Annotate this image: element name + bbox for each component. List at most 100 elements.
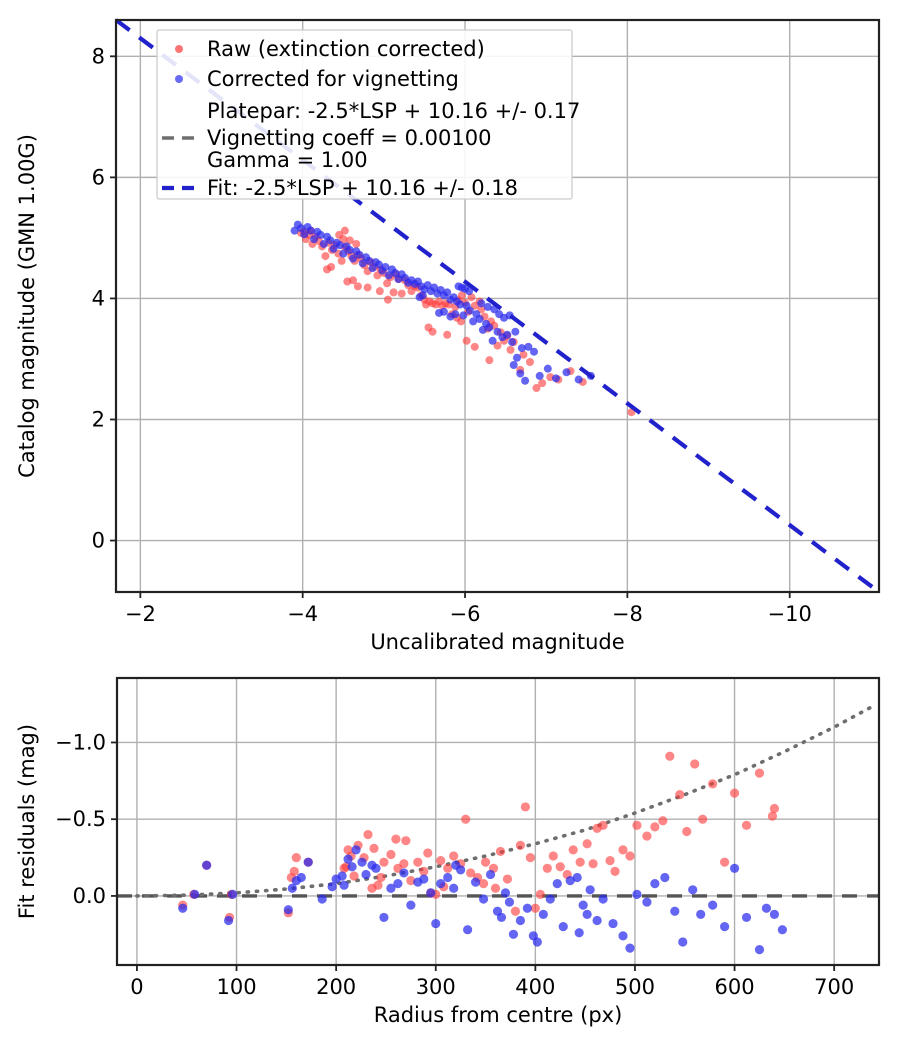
scatter-point-corrected	[419, 874, 429, 884]
x-axis-title: Radius from centre (px)	[374, 1003, 623, 1027]
scatter-point-raw	[369, 843, 379, 853]
x-tick-label: 0	[130, 975, 143, 999]
scatter-point-raw	[462, 336, 471, 345]
scatter-point-corrected	[761, 903, 772, 913]
scatter-point-corrected	[190, 889, 200, 900]
scatter-point-raw	[605, 856, 615, 866]
legend-box	[156, 29, 573, 200]
legend-marker-dot	[175, 75, 183, 83]
scatter-point-corrected	[500, 888, 511, 898]
scatter-point-raw	[495, 846, 506, 857]
scatter-point-corrected	[521, 376, 530, 385]
scatter-point-raw	[373, 880, 383, 890]
scatter-point-corrected	[362, 253, 371, 262]
scatter-point-corrected	[463, 925, 473, 935]
scatter-point-raw	[632, 820, 642, 830]
legend-marker-dot	[175, 45, 183, 53]
y-axis-title: Fit residuals (mag)	[15, 724, 39, 919]
scatter-point-corrected	[708, 900, 718, 910]
axes-frame	[114, 18, 881, 594]
scatter-point-corrected	[406, 900, 416, 910]
scatter-point-corrected	[632, 889, 642, 900]
scatter-point-corrected	[379, 912, 389, 923]
scatter-point-raw	[754, 768, 765, 778]
scatter-point-corrected	[538, 909, 548, 919]
scatter-point-raw	[555, 862, 565, 872]
scatter-point-corrected	[754, 945, 765, 955]
scatter-point-raw	[345, 236, 354, 245]
scatter-point-corrected	[477, 299, 486, 308]
x-axis-title: Uncalibrated magnitude	[370, 630, 624, 654]
scatter-point-raw	[720, 857, 730, 867]
scatter-point-corrected	[498, 333, 507, 342]
scatter-point-raw	[502, 874, 513, 884]
scatter-point-raw	[535, 889, 545, 900]
scatter-point-corrected	[310, 235, 319, 244]
scatter-point-raw	[383, 279, 392, 288]
y-tick-label: 0	[92, 529, 105, 553]
scatter-point-raw	[376, 872, 386, 883]
scatter-point-raw	[538, 379, 547, 388]
scatter-point-corrected	[343, 854, 353, 864]
scatter-point-raw	[658, 816, 668, 826]
scatter-point-raw	[375, 287, 384, 296]
scatter-point-raw	[588, 859, 598, 869]
scatter-point-raw	[289, 866, 299, 876]
scatter-point-raw	[477, 305, 486, 314]
scatter-point-corrected	[387, 265, 396, 274]
x-tick-label: 400	[515, 975, 555, 999]
scatter-point-corrected	[296, 872, 306, 883]
scatter-point-corrected	[300, 230, 309, 239]
scatter-point-corrected	[618, 931, 628, 941]
y-tick-label: 0.0	[73, 884, 106, 908]
scatter-point-raw	[419, 866, 429, 876]
scatter-point-corrected	[349, 254, 358, 263]
scatter-point-corrected	[608, 918, 618, 929]
scatter-point-raw	[485, 356, 494, 365]
axes-frame	[115, 676, 881, 967]
scatter-point-corrected	[451, 860, 461, 870]
scatter-point-raw	[729, 788, 740, 798]
legend-entry-label: Fit: -2.5*LSP + 10.16 +/- 0.18	[207, 176, 518, 200]
scatter-point-corrected	[558, 922, 568, 932]
scatter-point-corrected	[202, 860, 212, 870]
scatter-point-raw	[519, 350, 528, 359]
y-tick-label: −0.5	[55, 807, 106, 831]
scatter-point-corrected	[515, 915, 526, 926]
scatter-point-corrected	[729, 863, 740, 873]
legend-entry-label: Vignetting coeff = 0.00100	[207, 126, 491, 150]
scatter-point-corrected	[313, 227, 322, 236]
scatter-point-corrected	[493, 327, 502, 336]
scatter-point-raw	[515, 840, 526, 850]
scatter-point-corrected	[478, 325, 487, 334]
scatter-point-corrected	[592, 915, 602, 926]
scatter-point-raw	[467, 293, 476, 302]
scatter-point-corrected	[454, 282, 463, 291]
legend-entry-label: Platepar: -2.5*LSP + 10.16 +/- 0.17	[207, 99, 580, 123]
scatter-point-corrected	[303, 857, 313, 867]
scatter-point-corrected	[508, 929, 519, 939]
scatter-point-raw	[436, 856, 446, 866]
scatter-point-raw	[665, 751, 675, 761]
scatter-point-corrected	[660, 872, 670, 883]
scatter-point-corrected	[650, 879, 660, 889]
scatter-point-raw	[466, 868, 476, 878]
scatter-point-corrected	[393, 879, 403, 889]
scatter-point-corrected	[517, 344, 526, 353]
y-axis-title: Catalog magnitude (GMN 1.00G)	[15, 134, 39, 478]
scatter-point-corrected	[472, 310, 481, 319]
scatter-point-raw	[413, 857, 423, 867]
scatter-point-corrected	[574, 928, 584, 938]
scatter-point-raw	[598, 820, 608, 830]
scatter-point-raw	[610, 866, 620, 876]
scatter-point-raw	[548, 851, 558, 861]
scatter-point-raw	[399, 859, 409, 869]
scatter-point-corrected	[283, 905, 293, 915]
scatter-point-corrected	[358, 259, 367, 268]
scatter-point-corrected	[436, 879, 446, 889]
scatter-point-raw	[397, 289, 406, 298]
scatter-point-raw	[461, 814, 471, 824]
scatter-point-corrected	[478, 894, 489, 904]
scatter-point-raw	[532, 384, 541, 393]
